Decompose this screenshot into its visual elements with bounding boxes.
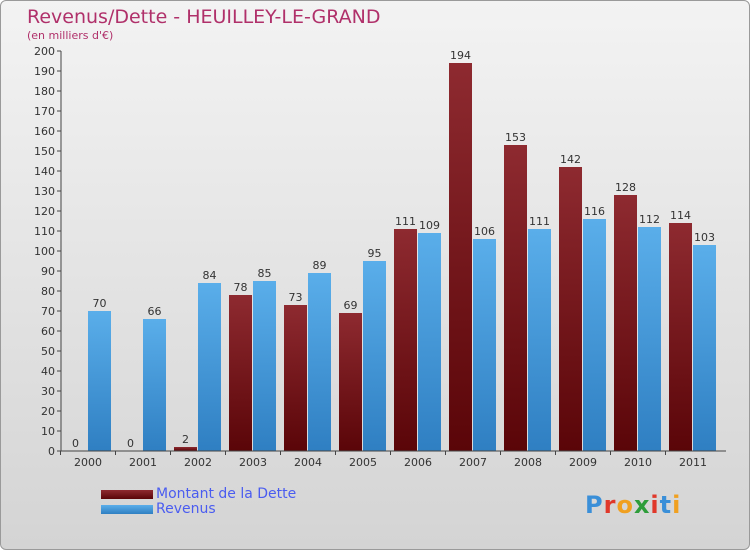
chart-title: Revenus/Dette - HEUILLEY-LE-GRAND: [27, 6, 381, 28]
y-tick-label-70: 70: [41, 305, 55, 318]
x-tick-label-2008: 2008: [514, 456, 542, 469]
y-tick-label-150: 150: [34, 145, 55, 158]
y-tick-label-30: 30: [41, 385, 55, 398]
bar-revenus-2009: [583, 219, 606, 451]
data-label-dette-2001: 0: [127, 437, 134, 450]
bar-revenus-2010: [638, 227, 661, 451]
logo-letter: o: [616, 491, 634, 519]
y-tick-label-90: 90: [41, 265, 55, 278]
legend-swatch-dette: [101, 490, 153, 499]
bar-revenus-2007: [473, 239, 496, 451]
legend-label-dette: Montant de la Dette: [156, 486, 297, 502]
legend-swatch-revenus: [101, 505, 153, 514]
y-tick-label-110: 110: [34, 225, 55, 238]
data-label-revenus-2002: 84: [203, 269, 217, 282]
data-label-revenus-2003: 85: [258, 267, 272, 280]
data-label-dette-2011: 114: [670, 209, 691, 222]
chart-subtitle: (en milliers d'€): [27, 29, 114, 42]
y-tick-label-10: 10: [41, 425, 55, 438]
y-tick-label-0: 0: [48, 445, 55, 458]
bar-dette-2008: [504, 145, 527, 451]
data-label-revenus-2006: 109: [419, 219, 440, 232]
bar-revenus-2004: [308, 273, 331, 451]
x-tick-label-2004: 2004: [294, 456, 322, 469]
data-label-dette-2010: 128: [615, 181, 636, 194]
logo-letter: r: [603, 491, 617, 519]
y-tick-label-50: 50: [41, 345, 55, 358]
bar-dette-2009: [559, 167, 582, 451]
data-label-dette-2004: 73: [289, 291, 303, 304]
logo-letter: P: [585, 491, 604, 519]
y-tick-label-100: 100: [34, 245, 55, 258]
data-label-dette-2003: 78: [234, 281, 248, 294]
x-tick-label-2005: 2005: [349, 456, 377, 469]
data-label-revenus-2000: 70: [93, 297, 107, 310]
bar-dette-2003: [229, 295, 252, 451]
bar-dette-2011: [669, 223, 692, 451]
data-label-revenus-2008: 111: [529, 215, 550, 228]
x-tick-label-2001: 2001: [129, 456, 157, 469]
bar-dette-2010: [614, 195, 637, 451]
x-tick-label-2002: 2002: [184, 456, 212, 469]
bar-revenus-2008: [528, 229, 551, 451]
data-label-dette-2006: 111: [395, 215, 416, 228]
y-tick-label-20: 20: [41, 405, 55, 418]
data-label-revenus-2001: 66: [148, 305, 162, 318]
bar-revenus-2001: [143, 319, 166, 451]
bar-dette-2006: [394, 229, 417, 451]
bar-revenus-2003: [253, 281, 276, 451]
bar-revenus-2006: [418, 233, 441, 451]
bar-revenus-2011: [693, 245, 716, 451]
data-label-dette-2005: 69: [344, 299, 358, 312]
bar-revenus-2000: [88, 311, 111, 451]
y-tick-label-120: 120: [34, 205, 55, 218]
data-label-revenus-2011: 103: [694, 231, 715, 244]
logo-letter: i: [650, 491, 660, 519]
data-label-revenus-2009: 116: [584, 205, 605, 218]
x-tick-label-2000: 2000: [74, 456, 102, 469]
data-label-dette-2002: 2: [182, 433, 189, 446]
logo-letter: i: [672, 491, 682, 519]
data-label-dette-2007: 194: [450, 49, 471, 62]
bar-revenus-2005: [363, 261, 386, 451]
data-label-dette-2000: 0: [72, 437, 79, 450]
bar-revenus-2002: [198, 283, 221, 451]
legend-label-revenus: Revenus: [156, 501, 216, 517]
y-tick-label-160: 160: [34, 125, 55, 138]
logo-letter: x: [633, 491, 651, 519]
y-tick-label-130: 130: [34, 185, 55, 198]
y-tick-label-40: 40: [41, 365, 55, 378]
bar-dette-2004: [284, 305, 307, 451]
data-label-revenus-2005: 95: [368, 247, 382, 260]
y-tick-label-200: 200: [34, 45, 55, 58]
bar-dette-2005: [339, 313, 362, 451]
x-tick-label-2007: 2007: [459, 456, 487, 469]
y-tick-label-80: 80: [41, 285, 55, 298]
bar-dette-2007: [449, 63, 472, 451]
x-tick-label-2009: 2009: [569, 456, 597, 469]
y-tick-label-170: 170: [34, 105, 55, 118]
data-label-revenus-2007: 106: [474, 225, 495, 238]
y-tick-label-190: 190: [34, 65, 55, 78]
x-tick-label-2010: 2010: [624, 456, 652, 469]
x-tick-label-2006: 2006: [404, 456, 432, 469]
y-tick-label-60: 60: [41, 325, 55, 338]
logo-letter: t: [659, 491, 673, 519]
data-label-dette-2009: 142: [560, 153, 581, 166]
data-label-revenus-2010: 112: [639, 213, 660, 226]
x-tick-label-2011: 2011: [679, 456, 707, 469]
x-tick-label-2003: 2003: [239, 456, 267, 469]
y-tick-label-140: 140: [34, 165, 55, 178]
data-label-revenus-2004: 89: [313, 259, 327, 272]
bar-dette-2002: [174, 447, 197, 451]
proxiti-logo: Proxiti: [585, 491, 681, 519]
y-tick-label-180: 180: [34, 85, 55, 98]
data-label-dette-2008: 153: [505, 131, 526, 144]
